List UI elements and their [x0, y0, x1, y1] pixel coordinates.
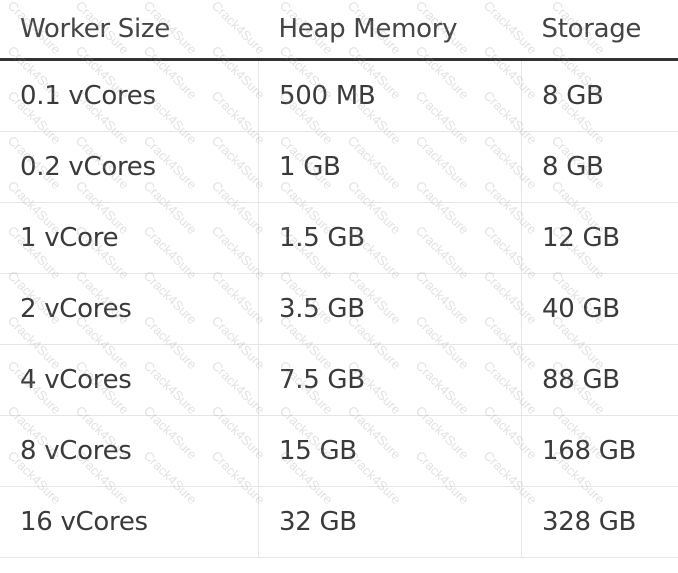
table-row: 1 vCore 1.5 GB 12 GB [0, 202, 678, 274]
heap-memory-cell: 15 GB [258, 415, 522, 487]
worker-size-cell: 2 vCores [0, 273, 259, 345]
heap-memory-cell: 7.5 GB [258, 344, 522, 416]
heap-memory-cell: 1 GB [258, 131, 522, 203]
heap-memory-cell: 3.5 GB [258, 273, 522, 345]
worker-size-cell: 4 vCores [0, 344, 259, 416]
header-storage: Storage [521, 0, 678, 61]
table-row: 4 vCores 7.5 GB 88 GB [0, 344, 678, 416]
table-row: 0.1 vCores 500 MB 8 GB [0, 59, 678, 132]
worker-size-cell: 16 vCores [0, 486, 259, 558]
storage-cell: 168 GB [521, 415, 678, 487]
table-row: 2 vCores 3.5 GB 40 GB [0, 273, 678, 345]
storage-cell: 8 GB [521, 131, 678, 203]
storage-cell: 40 GB [521, 273, 678, 345]
storage-cell: 8 GB [521, 59, 678, 132]
worker-size-cell: 8 vCores [0, 415, 259, 487]
worker-size-cell: 0.1 vCores [0, 59, 259, 132]
table-row: 16 vCores 32 GB 328 GB [0, 486, 678, 558]
worker-size-cell: 0.2 vCores [0, 131, 259, 203]
heap-memory-cell: 32 GB [258, 486, 522, 558]
storage-cell: 88 GB [521, 344, 678, 416]
table-row: 0.2 vCores 1 GB 8 GB [0, 131, 678, 203]
storage-cell: 328 GB [521, 486, 678, 558]
header-worker-size: Worker Size [0, 0, 259, 61]
worker-size-cell: 1 vCore [0, 202, 259, 274]
table-row: 8 vCores 15 GB 168 GB [0, 415, 678, 487]
heap-memory-cell: 1.5 GB [258, 202, 522, 274]
header-heap-memory: Heap Memory [258, 0, 522, 61]
heap-memory-cell: 500 MB [258, 59, 522, 132]
header-row: Worker Size Heap Memory Storage [0, 0, 678, 61]
storage-cell: 12 GB [521, 202, 678, 274]
worker-size-table: Worker Size Heap Memory Storage 0.1 vCor… [0, 0, 678, 558]
